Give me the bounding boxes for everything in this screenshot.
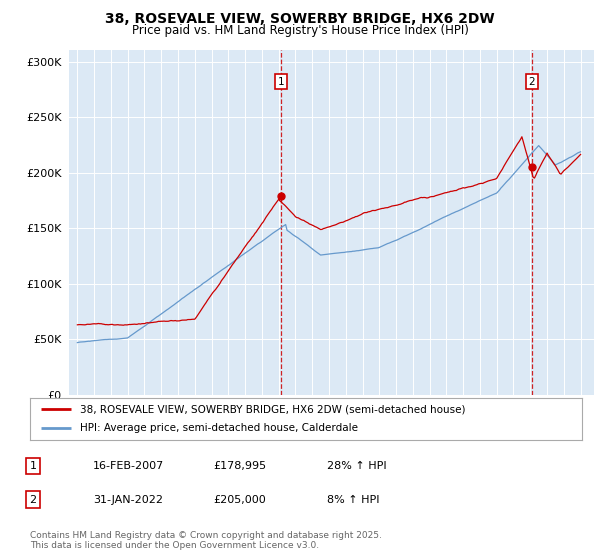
Text: 8% ↑ HPI: 8% ↑ HPI xyxy=(327,494,380,505)
Text: HPI: Average price, semi-detached house, Calderdale: HPI: Average price, semi-detached house,… xyxy=(80,423,358,433)
Text: 28% ↑ HPI: 28% ↑ HPI xyxy=(327,461,386,471)
Text: £178,995: £178,995 xyxy=(213,461,266,471)
Text: 31-JAN-2022: 31-JAN-2022 xyxy=(93,494,163,505)
Text: 16-FEB-2007: 16-FEB-2007 xyxy=(93,461,164,471)
Text: Price paid vs. HM Land Registry's House Price Index (HPI): Price paid vs. HM Land Registry's House … xyxy=(131,24,469,36)
Text: Contains HM Land Registry data © Crown copyright and database right 2025.
This d: Contains HM Land Registry data © Crown c… xyxy=(30,531,382,550)
Text: 1: 1 xyxy=(277,77,284,86)
Text: 2: 2 xyxy=(528,77,535,86)
Text: 2: 2 xyxy=(29,494,37,505)
Text: 1: 1 xyxy=(29,461,37,471)
Text: £205,000: £205,000 xyxy=(213,494,266,505)
Text: 38, ROSEVALE VIEW, SOWERBY BRIDGE, HX6 2DW: 38, ROSEVALE VIEW, SOWERBY BRIDGE, HX6 2… xyxy=(105,12,495,26)
Text: 38, ROSEVALE VIEW, SOWERBY BRIDGE, HX6 2DW (semi-detached house): 38, ROSEVALE VIEW, SOWERBY BRIDGE, HX6 2… xyxy=(80,404,465,414)
